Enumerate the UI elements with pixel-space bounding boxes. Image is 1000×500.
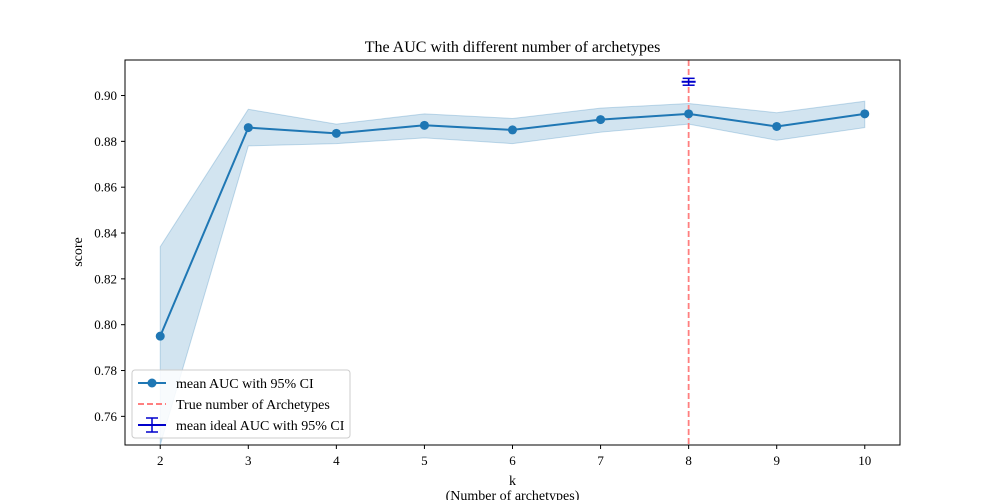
- x-tick-label-4: 4: [333, 453, 340, 468]
- y-tick-label-4: 0.84: [94, 226, 117, 241]
- x-tick-label-2: 2: [157, 453, 164, 468]
- x-tick-label-9: 9: [773, 453, 780, 468]
- y-tick-label-1: 0.78: [94, 363, 117, 378]
- x-tick-label-6: 6: [509, 453, 516, 468]
- data-point-k8: [684, 109, 694, 119]
- y-tick-label-6: 0.88: [94, 134, 117, 149]
- legend-marker-swatch: [147, 378, 157, 388]
- legend-label-mean-auc: mean AUC with 95% CI: [176, 377, 314, 392]
- data-point-k3: [243, 123, 253, 133]
- x-tick-label-7: 7: [597, 453, 604, 468]
- legend-box: [131, 369, 351, 439]
- y-ticks: 0.76 0.78 0.80 0.82 0.84 0.86 0.88 0.90: [94, 88, 125, 424]
- y-tick-label-7: 0.90: [94, 88, 117, 103]
- data-point-k2: [155, 331, 165, 341]
- chart-title: The AUC with different number of archety…: [365, 39, 661, 56]
- data-point-k6: [508, 125, 517, 135]
- legend-item-mean-auc: mean AUC with 95% CI: [138, 377, 314, 392]
- data-point-k10: [860, 109, 870, 119]
- legend-label-true-number: True number of Archetypes: [176, 398, 330, 413]
- x-ticks: 2 3 4 5 6 7 8 9 10: [157, 445, 871, 468]
- ci-band: [159, 100, 866, 446]
- y-tick-label-3: 0.82: [94, 271, 117, 286]
- data-point-k7: [596, 115, 606, 125]
- x-tick-label-5: 5: [421, 453, 428, 468]
- series-line-layer: [159, 112, 865, 337]
- ci-band-layer: [159, 100, 866, 446]
- legend: mean AUC with 95% CI True number of Arch…: [131, 369, 351, 439]
- legend-item-ideal-auc: mean ideal AUC with 95% CI: [138, 417, 345, 434]
- y-tick-label-0: 0.76: [94, 409, 117, 424]
- legend-label-ideal-auc: mean ideal AUC with 95% CI: [176, 419, 345, 434]
- x-tick-label-8: 8: [685, 453, 692, 468]
- x-axis-sublabel: (Number of archetypes): [446, 489, 580, 500]
- mean-auc-line: [159, 112, 865, 337]
- data-point-k4: [331, 128, 341, 138]
- y-tick-label-2: 0.80: [94, 317, 117, 332]
- data-point-k9: [772, 121, 782, 131]
- y-tick-label-5: 0.86: [94, 180, 117, 195]
- x-tick-label-3: 3: [245, 453, 252, 468]
- x-axis-label: k: [509, 474, 516, 489]
- y-axis-label: score: [71, 237, 86, 267]
- ideal-errorbar-layer: [681, 77, 696, 86]
- data-point-k5: [419, 120, 429, 130]
- data-points-layer: [155, 109, 870, 341]
- x-tick-label-10: 10: [858, 453, 871, 468]
- legend-item-true-number: True number of Archetypes: [138, 398, 330, 413]
